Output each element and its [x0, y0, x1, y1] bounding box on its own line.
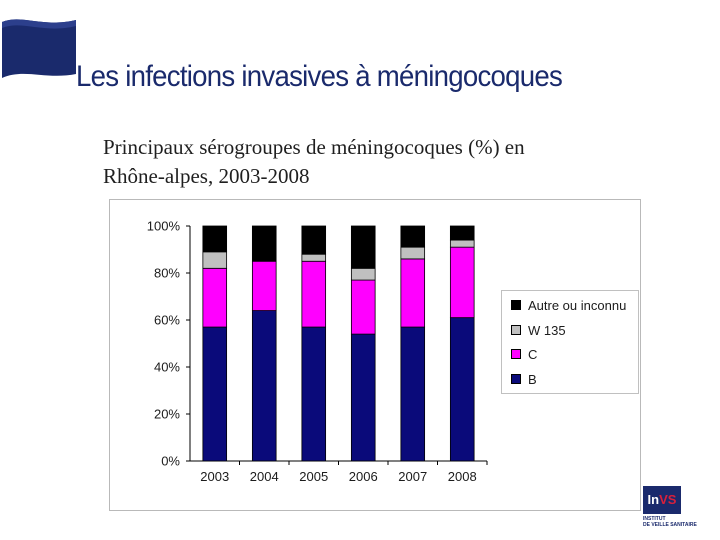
flag-logo-icon [2, 19, 76, 78]
bar-b-2005 [301, 326, 327, 462]
bar-c-2003 [202, 267, 228, 328]
chart-legend: Autre ou inconnu W 135 C B [501, 290, 639, 394]
y-tick-label: 0% [161, 454, 180, 469]
legend-item-autre: Autre ou inconnu [511, 298, 626, 316]
chart-subtitle: Principaux sérogroupes de méningocoques … [103, 133, 623, 191]
y-tick-label: 80% [154, 266, 180, 281]
invs-logo-line1: INSTITUT [643, 516, 666, 522]
x-tick-label-2006: 2006 [349, 469, 378, 484]
legend-item-w135: W 135 [511, 323, 566, 341]
y-tick-label: 20% [154, 407, 180, 422]
bar-autre-2008 [449, 225, 475, 241]
bar-c-2005 [301, 260, 327, 328]
bar-b-2008 [449, 317, 475, 462]
bar-c-2004 [251, 260, 277, 311]
y-tick-label: 40% [154, 360, 180, 375]
bar-autre-2003 [202, 225, 228, 253]
x-tick-label-2003: 2003 [200, 469, 229, 484]
bar-autre-2006 [350, 225, 376, 269]
bar-w135-2003 [202, 251, 228, 269]
bar-w135-2008 [449, 239, 475, 248]
bar-autre-2004 [251, 225, 277, 262]
invs-logo: InVS INSTITUT DE VEILLE SANITAIRE [641, 486, 707, 528]
bar-w135-2007 [400, 246, 426, 260]
legend-item-c: C [511, 347, 537, 365]
invs-mark-left: In [647, 492, 660, 507]
x-tick-label-2005: 2005 [299, 469, 328, 484]
invs-logo-mark: InVS [643, 486, 681, 514]
subtitle-line-1: Principaux sérogroupes de méningocoques … [103, 135, 525, 159]
legend-swatch-b [511, 374, 521, 384]
bar-c-2007 [400, 258, 426, 328]
y-tick-label: 60% [154, 313, 180, 328]
legend-swatch-w135 [511, 325, 521, 335]
bar-autre-2005 [301, 225, 327, 255]
bar-autre-2007 [400, 225, 426, 248]
legend-label-autre: Autre ou inconnu [528, 298, 627, 313]
bar-b-2007 [400, 326, 426, 462]
bar-c-2006 [350, 279, 376, 335]
legend-swatch-autre [511, 300, 521, 310]
invs-mark-right: VS [659, 492, 677, 507]
legend-label-w135: W 135 [528, 323, 566, 338]
x-tick-label-2004: 2004 [250, 469, 279, 484]
bar-w135-2006 [350, 267, 376, 281]
stacked-bar-chart: 0% 20% 40% 60% 80% 100% 2003 2004 2005 2006 2007 20… [147, 219, 488, 484]
bar-c-2008 [449, 246, 475, 319]
slide-title: Les infections invasives à méningocoques [76, 60, 563, 93]
bar-b-2003 [202, 326, 228, 462]
x-tick-label-2007: 2007 [398, 469, 427, 484]
bar-b-2006 [350, 333, 376, 462]
subtitle-line-2: Rhône-alpes, 2003-2008 [103, 164, 310, 188]
y-tick-label: 100% [147, 219, 181, 234]
legend-swatch-c [511, 349, 521, 359]
bar-w135-2005 [301, 253, 327, 262]
legend-item-b: B [511, 372, 537, 390]
chart-frame: 0% 20% 40% 60% 80% 100% 2003 2004 2005 2006 2007 20… [109, 199, 641, 511]
invs-logo-line2: DE VEILLE SANITAIRE [643, 522, 697, 528]
legend-label-b: B [528, 372, 537, 387]
x-tick-label-2008: 2008 [448, 469, 477, 484]
legend-label-c: C [528, 347, 538, 362]
bar-b-2004 [251, 310, 277, 462]
